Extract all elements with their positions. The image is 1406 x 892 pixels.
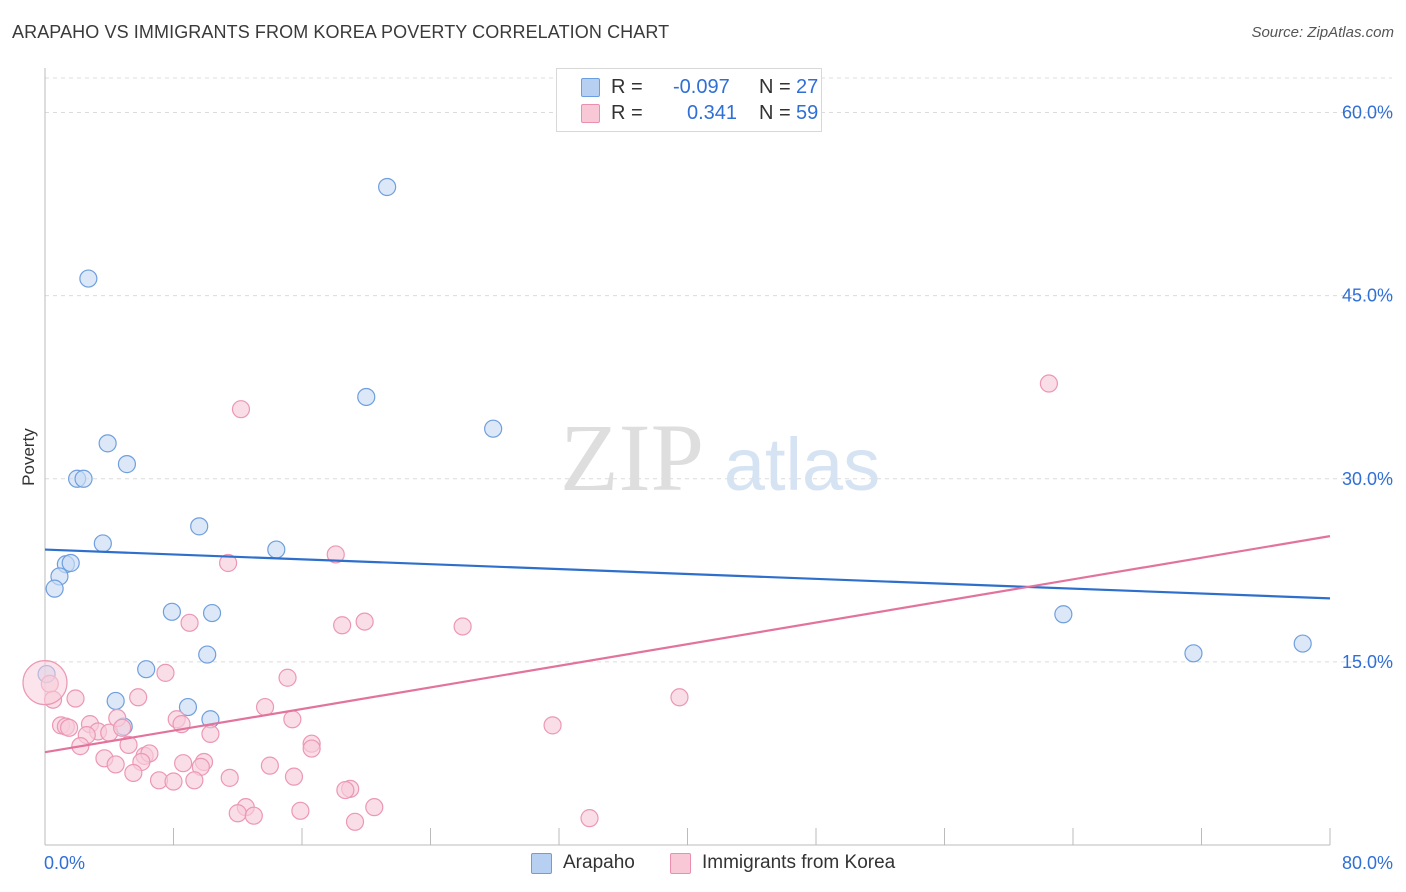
- arapaho-point: [98, 434, 117, 453]
- legend-swatch-arapaho: [581, 78, 600, 97]
- korea-point: [228, 804, 247, 823]
- legend-r-value-korea: 0.341: [687, 102, 738, 124]
- bottom-legend-label-arapaho: Arapaho: [563, 852, 635, 873]
- arapaho-point: [378, 177, 397, 197]
- legend-r-label: R =: [611, 76, 643, 98]
- y-tick-label: 45.0%: [1342, 286, 1393, 306]
- korea-point: [670, 688, 689, 707]
- korea-point: [260, 756, 279, 775]
- korea-point: [244, 806, 263, 825]
- korea-point: [156, 663, 175, 682]
- korea-point: [174, 754, 193, 773]
- korea-point: [119, 735, 138, 754]
- legend-n-value-korea: 59: [796, 102, 819, 124]
- korea-point: [453, 617, 472, 636]
- data-points: [22, 177, 1312, 831]
- legend-swatch-korea: [581, 104, 600, 123]
- arapaho-point: [79, 269, 98, 288]
- korea-point: [345, 812, 365, 831]
- korea-point: [302, 739, 321, 758]
- chart-title: ARAPAHO VS IMMIGRANTS FROM KOREA POVERTY…: [12, 22, 670, 42]
- korea-point: [185, 771, 204, 790]
- korea-point: [66, 689, 85, 708]
- arapaho-point: [1054, 605, 1073, 624]
- korea-point: [59, 718, 79, 737]
- arapaho-point: [267, 540, 286, 559]
- korea-point: [129, 688, 148, 707]
- y-tick-label: 15.0%: [1342, 652, 1393, 672]
- correlation-legend: R = -0.097 N = 27 R = 0.341 N = 59: [556, 68, 822, 132]
- arapaho-trend-line: [44, 548, 1331, 600]
- korea-point: [164, 772, 183, 791]
- arapaho-point: [162, 602, 181, 621]
- korea-point: [255, 697, 275, 717]
- arapaho-point: [202, 603, 222, 623]
- korea-point: [283, 710, 302, 729]
- legend-n-value-arapaho: 27: [796, 76, 819, 98]
- trend-lines: [44, 535, 1331, 754]
- korea-point: [201, 724, 220, 744]
- korea-point: [1039, 374, 1059, 393]
- arapaho-point: [1184, 644, 1203, 663]
- y-axis-label: Poverty: [19, 428, 38, 486]
- arapaho-point: [61, 553, 80, 573]
- bottom-legend-label-korea: Immigrants from Korea: [702, 852, 896, 873]
- korea-point: [336, 780, 355, 800]
- arapaho-point: [190, 517, 209, 536]
- legend-r-label: R =: [611, 102, 643, 124]
- korea-point: [112, 718, 132, 737]
- bottom-legend-swatch-arapaho: [531, 853, 552, 874]
- arapaho-point: [357, 387, 376, 407]
- korea-point: [580, 809, 599, 828]
- x-tick-label-min: 0.0%: [44, 853, 85, 873]
- korea-point: [22, 660, 68, 706]
- y-tick-label: 60.0%: [1342, 103, 1393, 123]
- source-label: Source: ZipAtlas.com: [1251, 24, 1394, 41]
- korea-point: [231, 400, 251, 419]
- arapaho-point: [74, 469, 93, 488]
- axes: [44, 68, 1331, 846]
- y-tick-label: 30.0%: [1342, 469, 1393, 489]
- korea-point: [326, 545, 345, 564]
- korea-point: [355, 612, 374, 631]
- korea-point: [291, 801, 310, 820]
- tick-labels: 15.0% 30.0% 45.0% 60.0% 0.0% 80.0%: [44, 103, 1393, 873]
- korea-trend-line: [44, 535, 1331, 754]
- korea-point: [219, 553, 238, 573]
- korea-point: [284, 767, 304, 786]
- arapaho-point: [137, 660, 156, 679]
- arapaho-point: [93, 534, 112, 553]
- arapaho-point: [106, 691, 125, 711]
- korea-point: [180, 613, 199, 632]
- korea-point: [278, 668, 297, 687]
- legend-n-label: N =: [759, 102, 791, 124]
- korea-point: [333, 616, 352, 635]
- arapaho-point: [45, 579, 64, 598]
- korea-point: [124, 763, 143, 783]
- korea-point: [220, 768, 239, 787]
- legend-r-value-arapaho: -0.097: [673, 76, 730, 98]
- arapaho-point: [117, 455, 137, 474]
- x-tick-label-max: 80.0%: [1342, 853, 1393, 873]
- arapaho-point: [484, 419, 503, 438]
- watermark-zip: ZIP: [560, 404, 704, 511]
- korea-point: [106, 755, 125, 774]
- arapaho-point: [1293, 634, 1312, 653]
- arapaho-point: [178, 697, 198, 717]
- korea-point: [543, 716, 562, 735]
- legend-n-label: N =: [759, 76, 791, 98]
- arapaho-point: [198, 645, 217, 664]
- watermark-atlas: atlas: [724, 423, 880, 506]
- bottom-legend-swatch-korea: [670, 853, 691, 874]
- korea-point: [365, 798, 384, 817]
